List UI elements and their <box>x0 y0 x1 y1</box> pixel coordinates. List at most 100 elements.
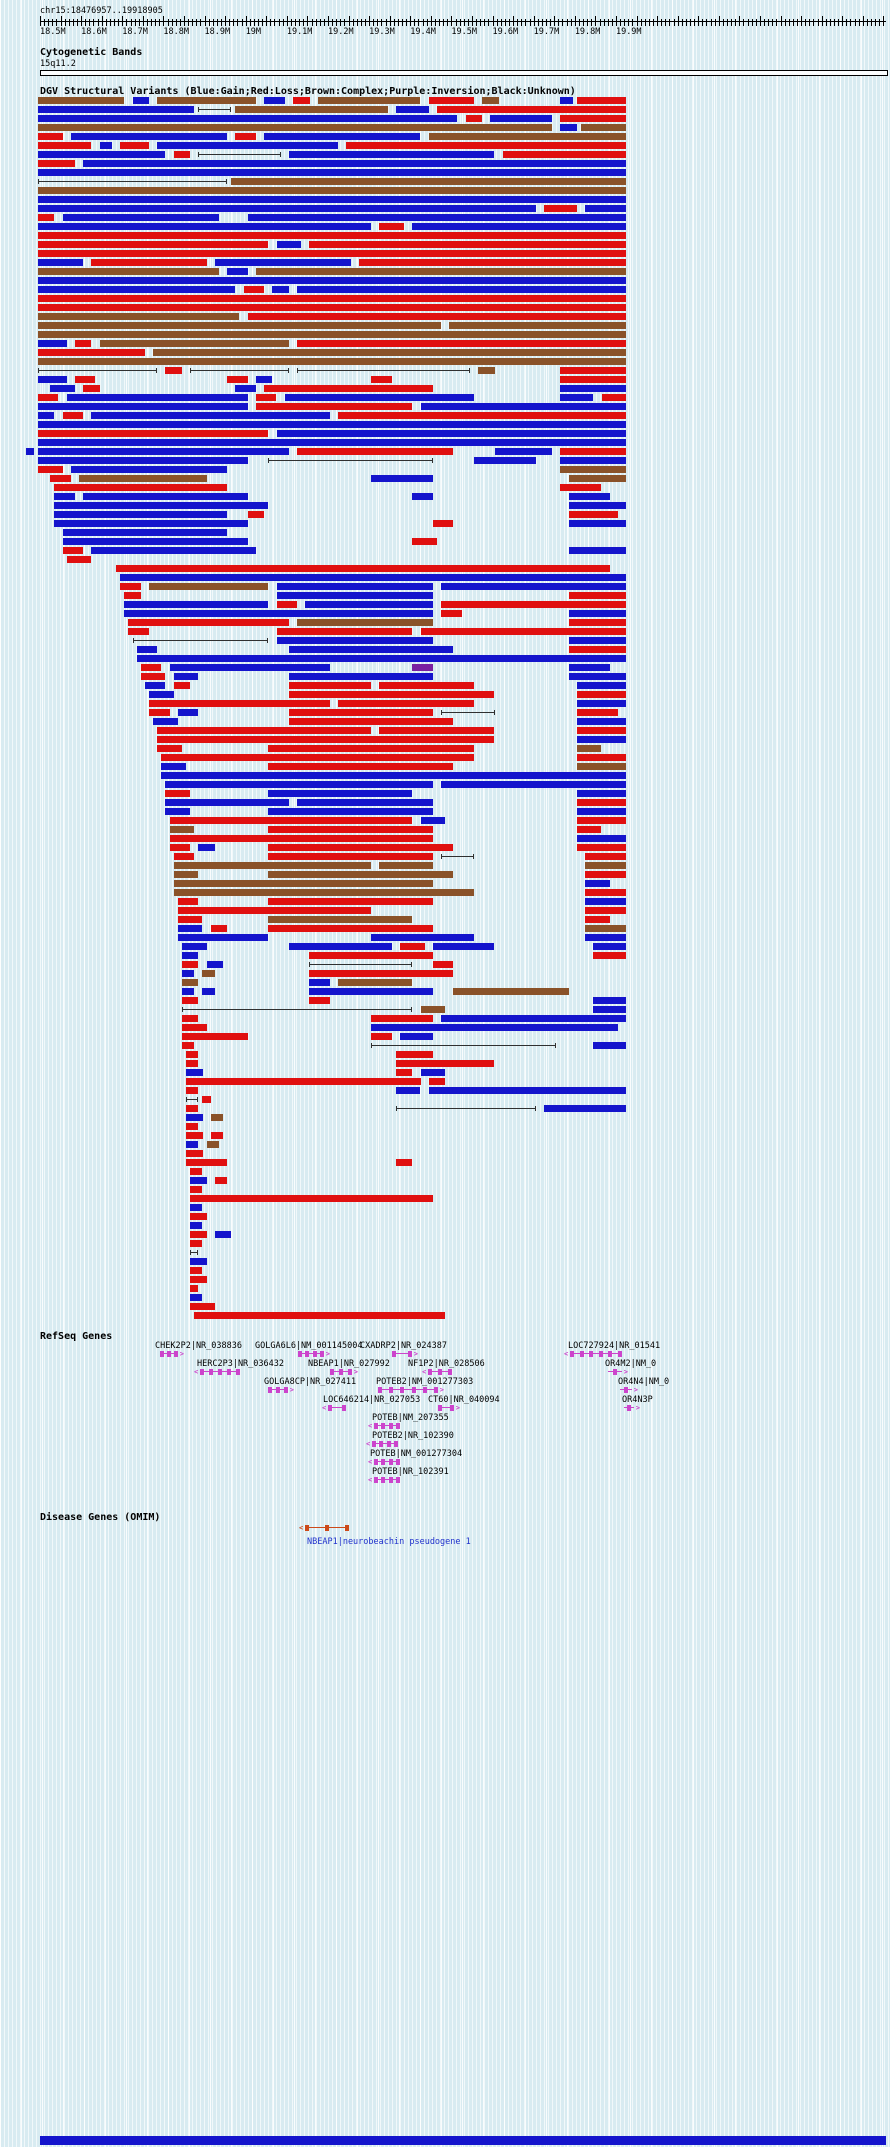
variant-bar[interactable] <box>190 1240 203 1247</box>
variant-bar[interactable] <box>268 925 433 932</box>
variant-bar[interactable] <box>576 799 627 806</box>
variant-bar[interactable] <box>206 961 224 968</box>
variant-bar[interactable] <box>54 493 75 500</box>
variant-bar[interactable] <box>37 97 125 104</box>
variant-bar[interactable] <box>91 259 207 266</box>
variant-bar[interactable] <box>358 259 627 266</box>
variant-bar[interactable] <box>428 1078 446 1085</box>
variant-bar[interactable] <box>177 898 199 905</box>
variant-bar[interactable] <box>37 448 289 455</box>
refseq-gene-glyph[interactable]: < <box>368 1422 400 1430</box>
variant-bar[interactable] <box>449 322 627 329</box>
variant-range-line[interactable] <box>181 1007 413 1012</box>
variant-bar[interactable] <box>37 223 372 230</box>
variant-bar[interactable] <box>420 628 627 635</box>
refseq-gene-glyph[interactable]: > <box>298 1350 330 1358</box>
variant-bar[interactable] <box>37 196 627 203</box>
variant-bar[interactable] <box>37 412 55 419</box>
variant-bar[interactable] <box>264 385 433 392</box>
variant-bar[interactable] <box>420 1006 446 1013</box>
variant-bar[interactable] <box>37 430 269 437</box>
refseq-gene-glyph[interactable]: > <box>378 1386 444 1394</box>
variant-bar[interactable] <box>576 700 627 707</box>
variant-bar[interactable] <box>83 160 627 167</box>
variant-bar[interactable] <box>338 412 627 419</box>
variant-bar[interactable] <box>412 493 433 500</box>
refseq-gene-glyph[interactable]: > <box>330 1368 358 1376</box>
variant-bar[interactable] <box>37 421 627 428</box>
variant-bar[interactable] <box>128 619 289 626</box>
variant-bar[interactable] <box>585 871 627 878</box>
variant-bar[interactable] <box>186 1105 199 1112</box>
variant-bar[interactable] <box>50 475 71 482</box>
variant-bar[interactable] <box>231 178 627 185</box>
variant-bar[interactable] <box>186 1123 199 1130</box>
variant-bar[interactable] <box>235 106 388 113</box>
variant-bar[interactable] <box>276 583 433 590</box>
variant-bar[interactable] <box>560 385 627 392</box>
variant-bar[interactable] <box>136 655 627 662</box>
variant-bar[interactable] <box>157 97 256 104</box>
variant-bar[interactable] <box>190 1195 433 1202</box>
variant-bar[interactable] <box>309 970 454 977</box>
variant-bar[interactable] <box>297 448 454 455</box>
variant-bar[interactable] <box>37 322 442 329</box>
variant-bar[interactable] <box>37 151 166 158</box>
refseq-gene-label[interactable]: POTEB|NR_102391 <box>372 1467 449 1477</box>
variant-bar[interactable] <box>576 682 627 689</box>
variant-bar[interactable] <box>585 853 627 860</box>
variant-bar[interactable] <box>37 439 627 446</box>
variant-bar[interactable] <box>309 979 330 986</box>
variant-bar[interactable] <box>37 358 627 365</box>
variant-bar[interactable] <box>190 1303 215 1310</box>
refseq-gene-label[interactable]: GOLGA6L6|NM_001145004 <box>255 1341 363 1351</box>
variant-bar[interactable] <box>395 1159 413 1166</box>
variant-bar[interactable] <box>560 124 577 131</box>
refseq-gene-glyph[interactable]: < <box>564 1350 622 1358</box>
variant-bar[interactable] <box>181 970 195 977</box>
variant-bar[interactable] <box>585 925 627 932</box>
variant-bar[interactable] <box>161 754 474 761</box>
variant-bar[interactable] <box>428 133 627 140</box>
refseq-gene-glyph[interactable]: > <box>438 1404 460 1412</box>
variant-bar[interactable] <box>243 286 265 293</box>
variant-bar[interactable] <box>186 1159 228 1166</box>
variant-bar[interactable] <box>37 304 627 311</box>
variant-bar[interactable] <box>70 466 228 473</box>
variant-bar[interactable] <box>576 754 627 761</box>
variant-bar[interactable] <box>62 529 228 536</box>
variant-bar[interactable] <box>186 1060 199 1067</box>
variant-bar[interactable] <box>560 466 627 473</box>
variant-bar[interactable] <box>186 1150 203 1157</box>
variant-bar[interactable] <box>297 286 627 293</box>
variant-bar[interactable] <box>288 673 433 680</box>
variant-bar[interactable] <box>169 844 191 851</box>
variant-bar[interactable] <box>214 1177 228 1184</box>
variant-bar[interactable] <box>268 844 454 851</box>
variant-bar[interactable] <box>371 1015 433 1022</box>
refseq-gene-glyph[interactable]: < <box>422 1368 452 1376</box>
variant-bar[interactable] <box>428 97 474 104</box>
variant-bar[interactable] <box>173 862 372 869</box>
variant-range-line[interactable] <box>395 1106 536 1111</box>
refseq-gene-glyph[interactable]: < <box>366 1440 398 1448</box>
variant-bar[interactable] <box>560 457 627 464</box>
variant-bar[interactable] <box>379 682 474 689</box>
variant-bar[interactable] <box>338 700 474 707</box>
variant-bar[interactable] <box>74 340 92 347</box>
variant-bar[interactable] <box>37 403 248 410</box>
variant-bar[interactable] <box>585 889 627 896</box>
variant-bar[interactable] <box>268 871 454 878</box>
variant-bar[interactable] <box>54 511 228 518</box>
variant-bar[interactable] <box>37 457 248 464</box>
variant-bar[interactable] <box>288 691 495 698</box>
variant-bar[interactable] <box>309 241 627 248</box>
variant-bar[interactable] <box>255 403 413 410</box>
variant-bar[interactable] <box>453 988 569 995</box>
variant-bar[interactable] <box>593 997 627 1004</box>
variant-bar[interactable] <box>37 331 627 338</box>
variant-bar[interactable] <box>25 448 34 455</box>
variant-bar[interactable] <box>268 745 474 752</box>
variant-bar[interactable] <box>568 619 627 626</box>
variant-bar[interactable] <box>136 646 158 653</box>
